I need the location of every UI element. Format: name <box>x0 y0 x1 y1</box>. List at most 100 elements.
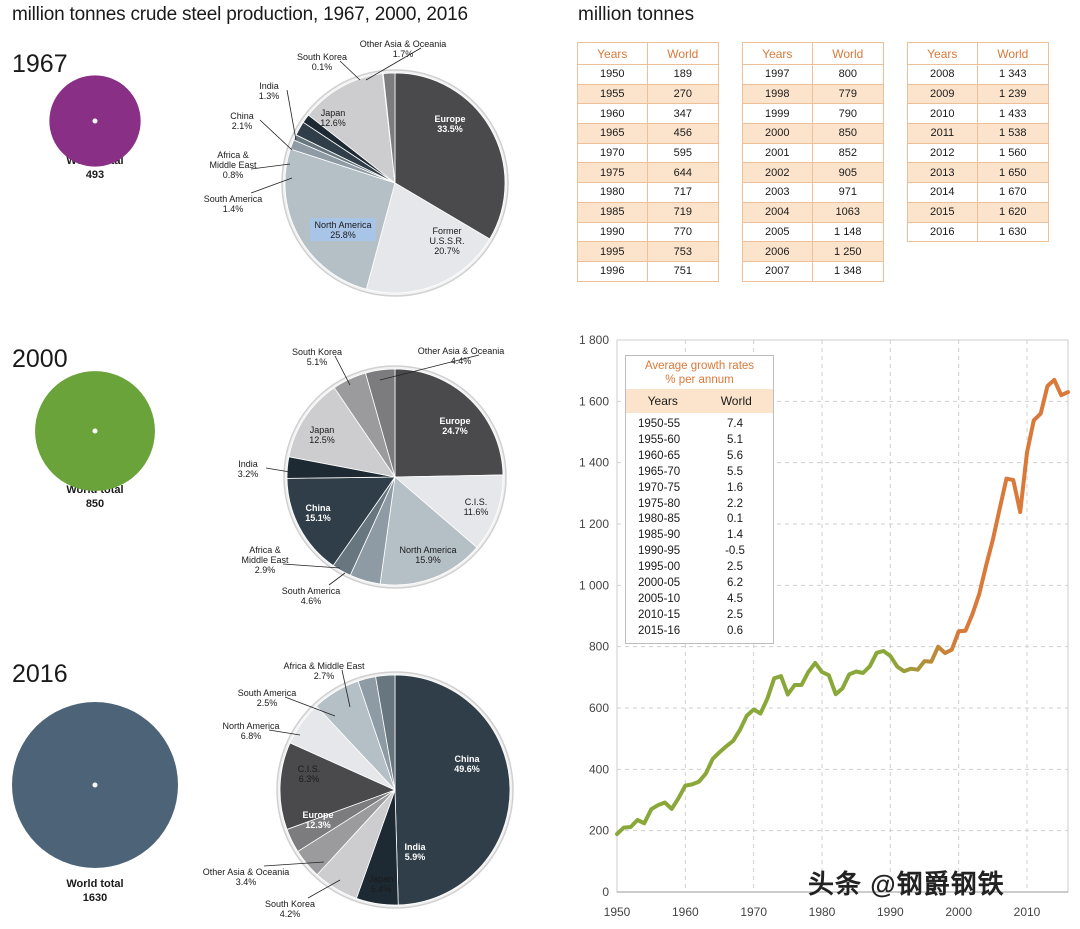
pie-slice-china <box>394 674 511 906</box>
pie-label-pct: 0.8% <box>223 170 244 180</box>
pie-label-name: India <box>259 81 279 91</box>
pie-label-name: U.S.S.R. <box>429 236 464 246</box>
pie-label-pct: 6.4% <box>371 884 392 894</box>
leader-line <box>334 355 351 386</box>
cell-year: 1997 <box>742 64 813 85</box>
growth-row: 1995-00 2.5 <box>626 560 773 576</box>
pie-label-pct: 33.5% <box>437 124 463 134</box>
cell-world: 850 <box>811 123 885 144</box>
growth-row: 1960-65 5.6 <box>626 449 773 465</box>
cell-world: 189 <box>646 64 720 85</box>
production-table-2: Years World 1997 800 1998 779 1999 790 2000 850 20… <box>742 42 885 282</box>
pie-label-pct: 4.2% <box>280 909 301 919</box>
pie-label-name: Africa & <box>217 150 249 160</box>
table-title: million tonnes <box>578 4 695 25</box>
growth-period: 1975-80 <box>638 497 681 510</box>
cell-world: 770 <box>646 221 720 243</box>
circle-center-dot <box>92 118 98 124</box>
pie-slice-other-asia-oceania <box>382 72 396 184</box>
table-row: 1975 644 <box>577 162 720 184</box>
table-row: 2011 1 538 <box>907 123 1050 144</box>
world-total-value: 493 <box>85 169 105 181</box>
pie-slice-japan <box>288 387 396 478</box>
pie-label-pct: 49.6% <box>454 764 480 774</box>
leader-line <box>284 696 336 717</box>
growth-row: 1970-75 1.6 <box>626 481 773 497</box>
pie-label-pct: 2.1% <box>232 121 253 131</box>
pie-label-pct: 15.1% <box>305 513 331 523</box>
pie-label-name: South Korea <box>297 52 347 62</box>
pie-label-name: Africa & <box>249 545 281 555</box>
pie-label-name: India <box>404 842 426 852</box>
pie-slice-c-i-s <box>393 474 504 548</box>
pie-label-pct: 6.3% <box>299 774 320 784</box>
cell-year: 2007 <box>742 260 813 282</box>
y-tick-label: 400 <box>589 762 609 776</box>
pie-label-pct: 1.4% <box>223 204 244 214</box>
cell-world: 1 250 <box>811 241 885 262</box>
pie-label-name: Other Asia & Oceania <box>203 867 290 877</box>
table-row: 1998 779 <box>742 83 885 105</box>
pie-label-name: Middle East <box>209 160 257 170</box>
pie-label-pct: 5.9% <box>405 852 426 862</box>
table-row: 2007 1 348 <box>742 260 885 282</box>
pie-label-name: North America <box>399 545 456 555</box>
pie-label-name: India <box>238 459 258 469</box>
table-row: 2008 1 343 <box>907 64 1050 85</box>
cell-year: 1985 <box>577 201 648 223</box>
world-total-value: 1630 <box>82 892 108 904</box>
table-row: 2004 1063 <box>742 201 885 223</box>
pie-slice-africa-middle-east <box>375 674 396 791</box>
cell-world: 1 348 <box>811 260 885 282</box>
growth-rate: 4.5 <box>727 592 743 605</box>
col-header-years: Years <box>742 42 813 65</box>
growth-period: 1965-70 <box>638 465 681 478</box>
table-row: 2006 1 250 <box>742 241 885 262</box>
leader-line <box>250 163 291 170</box>
cell-world: 1 239 <box>976 83 1050 105</box>
growth-period: 2010-15 <box>638 608 681 621</box>
col-header-world: World <box>646 42 720 65</box>
pie-label-name: Japan <box>369 874 394 884</box>
growth-row: 1980-85 0.1 <box>626 512 773 528</box>
x-tick-label: 1990 <box>877 905 904 919</box>
pie-label-pct: 3.4% <box>236 877 257 887</box>
growth-rate: 1.6 <box>727 481 743 494</box>
year-heading-2000: 2000 <box>12 345 68 373</box>
growth-title: Average growth rates <box>644 360 755 372</box>
pie-slice-other-asia-oceania <box>365 368 396 478</box>
world-total-2016: World total 1630 <box>35 877 155 905</box>
growth-row: 2010-15 2.5 <box>626 608 773 624</box>
pie-label-pct: 24.7% <box>442 426 468 436</box>
cell-year: 2001 <box>742 142 813 164</box>
pie-label-name: North America <box>222 721 279 731</box>
pie-label-name: Japan <box>310 425 335 435</box>
cell-world: 1 670 <box>976 182 1050 203</box>
growth-rate: 0.1 <box>727 513 743 526</box>
cell-year: 2002 <box>742 162 813 184</box>
y-tick-label: 1 200 <box>579 517 609 531</box>
leader-line <box>341 669 351 708</box>
pie-label-name: Japan <box>321 108 346 118</box>
growth-row: 1950-55 7.4 <box>626 417 773 433</box>
cell-world: 595 <box>646 142 720 164</box>
growth-period: 1985-90 <box>638 529 681 542</box>
cell-year: 2015 <box>907 201 978 223</box>
x-tick-label: 1980 <box>809 905 836 919</box>
pie-label-name: South Korea <box>265 899 315 909</box>
x-tick-label: 1960 <box>672 905 699 919</box>
